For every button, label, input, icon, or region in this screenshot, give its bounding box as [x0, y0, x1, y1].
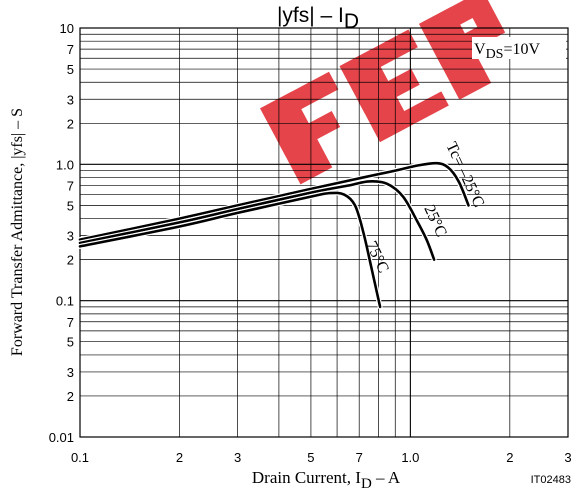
y-tick-labels: 0.01 2 3 5 7 0.1 2 3 5 7 1.0 2 3 5 7 10	[49, 21, 74, 445]
x-tick-label-5: 1.0	[401, 450, 419, 465]
x-tick-labels: 0.1 2 3 5 7 1.0 2 3	[71, 450, 572, 465]
y-tick-label-1: 2	[67, 389, 74, 404]
y-tick-label-8: 5	[67, 198, 74, 213]
y-tick-label-5: 0.1	[56, 294, 74, 309]
y-tick-label-10: 1.0	[56, 157, 74, 172]
x-tick-label-0: 0.1	[71, 450, 89, 465]
y-tick-label-2: 3	[67, 365, 74, 380]
y-tick-label-9: 7	[67, 178, 74, 193]
x-tick-label-2: 3	[234, 450, 241, 465]
x-tick-label-4: 7	[356, 450, 363, 465]
y-tick-label-6: 2	[67, 253, 74, 268]
y-tick-label-7: 3	[67, 229, 74, 244]
y-tick-label-14: 7	[67, 42, 74, 57]
x-tick-label-3: 5	[307, 450, 314, 465]
data-curves	[77, 160, 471, 310]
series-line-0	[78, 161, 470, 241]
x-tick-label-1: 2	[176, 450, 183, 465]
y-tick-label-11: 2	[67, 116, 74, 131]
y-tick-label-12: 3	[67, 92, 74, 107]
y-axis-label: Forward Transfer Admittance, |yfs| – S	[9, 108, 26, 356]
x-tick-label-7: 3	[564, 450, 571, 465]
series-line-1	[78, 179, 436, 261]
series-line-2	[78, 191, 382, 309]
condition-label: VDS=10V	[472, 37, 566, 62]
figure-code: IT02483	[531, 474, 571, 486]
x-axis-label: Drain Current, ID – A	[252, 468, 401, 492]
y-tick-label-0: 0.01	[49, 430, 74, 445]
plot-frame	[79, 27, 569, 438]
x-tick-label-6: 2	[506, 450, 513, 465]
y-tick-label-3: 5	[67, 335, 74, 350]
y-tick-label-4: 7	[67, 315, 74, 330]
y-tick-label-13: 5	[67, 62, 74, 77]
svg-text:VDS=10V: VDS=10V	[474, 41, 540, 62]
chart-title: |yfs| – ID	[277, 4, 359, 33]
y-tick-label-15: 10	[60, 21, 74, 36]
